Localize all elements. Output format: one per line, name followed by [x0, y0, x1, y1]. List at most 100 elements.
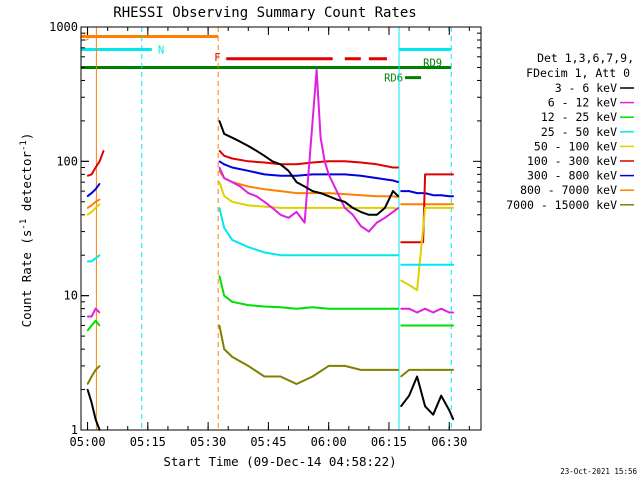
data-point-25-50-kev [376, 254, 378, 256]
data-point-800-7000-kev [440, 203, 443, 205]
data-point-6-12-kev [247, 192, 250, 194]
series-line-12-25-kev-0 [86, 319, 101, 332]
legend-label-25-50-kev: 25 - 50 keV [541, 125, 617, 139]
data-point-50-100-kev [416, 289, 418, 291]
data-point-50-100-kev [432, 207, 435, 209]
data-point-100-300-kev [452, 173, 455, 176]
data-point-6-12-kev [344, 207, 346, 209]
data-point-7000-15000-kev [452, 369, 455, 371]
data-point-50-100-kev [94, 207, 97, 209]
data-point-800-7000-kev [452, 203, 455, 205]
data-point-12-25-kev [400, 324, 402, 327]
series-line-300-800-kev-1 [218, 160, 399, 184]
data-point-50-100-kev [295, 207, 298, 209]
data-point-100-300-kev [311, 161, 314, 164]
data-point-100-300-kev [397, 166, 400, 169]
data-point-7000-15000-kev [263, 375, 266, 378]
data-point-6-12-kev [239, 185, 242, 188]
data-point-6-12-kev [303, 221, 306, 224]
data-point-7000-15000-kev [223, 348, 225, 350]
data-point-12-25-kev [231, 301, 233, 303]
data-point-12-25-kev [247, 304, 250, 306]
data-point-12-25-kev [452, 324, 455, 327]
legend-label-12-25-kev: 12 - 25 keV [541, 110, 617, 124]
data-point-3-6-kev [271, 160, 274, 163]
data-point-50-100-kev [247, 204, 250, 207]
data-point-25-50-kev [400, 263, 402, 266]
data-point-300-800-kev [408, 190, 410, 192]
data-point-6-12-kev [400, 307, 402, 310]
data-point-6-12-kev [255, 195, 258, 197]
x-tick-label-05-30: 05:30 [190, 435, 226, 449]
data-point-800-7000-kev [86, 207, 89, 209]
legend-header-line-1: Det 1,3,6,7,9, [537, 51, 634, 65]
data-point-3-6-kev [376, 214, 378, 216]
data-point-300-800-kev [400, 190, 402, 192]
y-axis-label-exponent-2: -1 [19, 140, 29, 151]
data-point-25-50-kev [94, 257, 97, 260]
series-line-6-12-kev-0 [87, 307, 101, 318]
data-point-300-800-kev [263, 173, 266, 176]
generation-timestamp: 23-Oct-2021 15:56 [560, 467, 637, 476]
data-point-7000-15000-kev [416, 369, 418, 371]
data-point-3-6-kev [279, 163, 282, 166]
data-point-12-25-kev [223, 294, 225, 297]
series-7000-15000-kev [86, 324, 455, 385]
data-point-3-6-kev [247, 145, 250, 147]
data-point-6-12-kev [424, 307, 426, 310]
data-point-50-100-kev [279, 207, 282, 209]
data-point-3-6-kev [400, 405, 402, 408]
x-tick-label-06-30: 06:30 [431, 435, 467, 449]
data-point-12-25-kev [440, 324, 443, 327]
data-point-25-50-kev [360, 254, 362, 256]
data-point-100-300-kev [400, 241, 402, 243]
data-point-3-6-kev [344, 201, 346, 203]
data-point-3-6-kev [218, 120, 221, 122]
data-point-6-12-kev [352, 214, 354, 216]
data-point-3-6-kev [319, 192, 322, 194]
data-point-300-800-kev [360, 175, 362, 177]
data-point-3-6-kev [392, 190, 394, 192]
data-point-300-800-kev [344, 173, 346, 176]
series-line-300-800-kev-2 [401, 190, 454, 198]
data-point-300-800-kev [223, 163, 225, 166]
data-point-6-12-kev [432, 311, 435, 314]
data-point-100-300-kev [448, 173, 451, 176]
data-point-800-7000-kev [247, 185, 250, 188]
data-point-6-12-kev [315, 69, 318, 71]
data-point-12-25-kev [94, 320, 97, 322]
data-point-3-6-kev [360, 211, 362, 213]
data-point-6-12-kev [376, 221, 378, 224]
data-point-50-100-kev [360, 207, 362, 209]
data-point-100-300-kev [408, 241, 410, 243]
data-point-25-50-kev [218, 207, 221, 209]
data-point-25-50-kev [392, 254, 394, 256]
series-6-12-kev [86, 68, 455, 318]
data-point-300-800-kev [218, 160, 221, 163]
legend-label-50-100-kev: 50 - 100 keV [534, 139, 617, 153]
data-point-100-300-kev [102, 149, 105, 152]
data-point-6-12-kev [98, 311, 101, 314]
legend-label-100-300-kev: 100 - 300 keV [527, 154, 617, 168]
data-point-100-300-kev [360, 161, 362, 164]
data-point-12-25-kev [295, 307, 298, 310]
data-point-25-50-kev [295, 254, 298, 256]
series-line-50-100-kev-0 [87, 203, 101, 216]
series-line-50-100-kev-2 [400, 206, 454, 292]
data-point-6-12-kev [416, 311, 418, 314]
series-line-6-12-kev-2 [401, 307, 454, 314]
data-point-25-50-kev [311, 254, 314, 256]
data-point-7000-15000-kev [295, 383, 298, 385]
data-point-6-12-kev [279, 214, 282, 216]
data-point-25-50-kev [440, 263, 443, 266]
y-axis-label-exponent: -1 [19, 219, 29, 230]
data-point-12-25-kev [311, 306, 314, 309]
data-point-100-300-kev [86, 175, 89, 177]
data-point-7000-15000-kev [86, 383, 89, 385]
data-point-3-6-kev [448, 409, 451, 412]
data-point-6-12-kev [263, 201, 266, 203]
data-point-50-100-kev [218, 181, 221, 183]
data-point-6-12-kev [287, 217, 290, 219]
data-point-3-6-kev [335, 198, 338, 201]
data-point-3-6-kev [368, 214, 370, 216]
